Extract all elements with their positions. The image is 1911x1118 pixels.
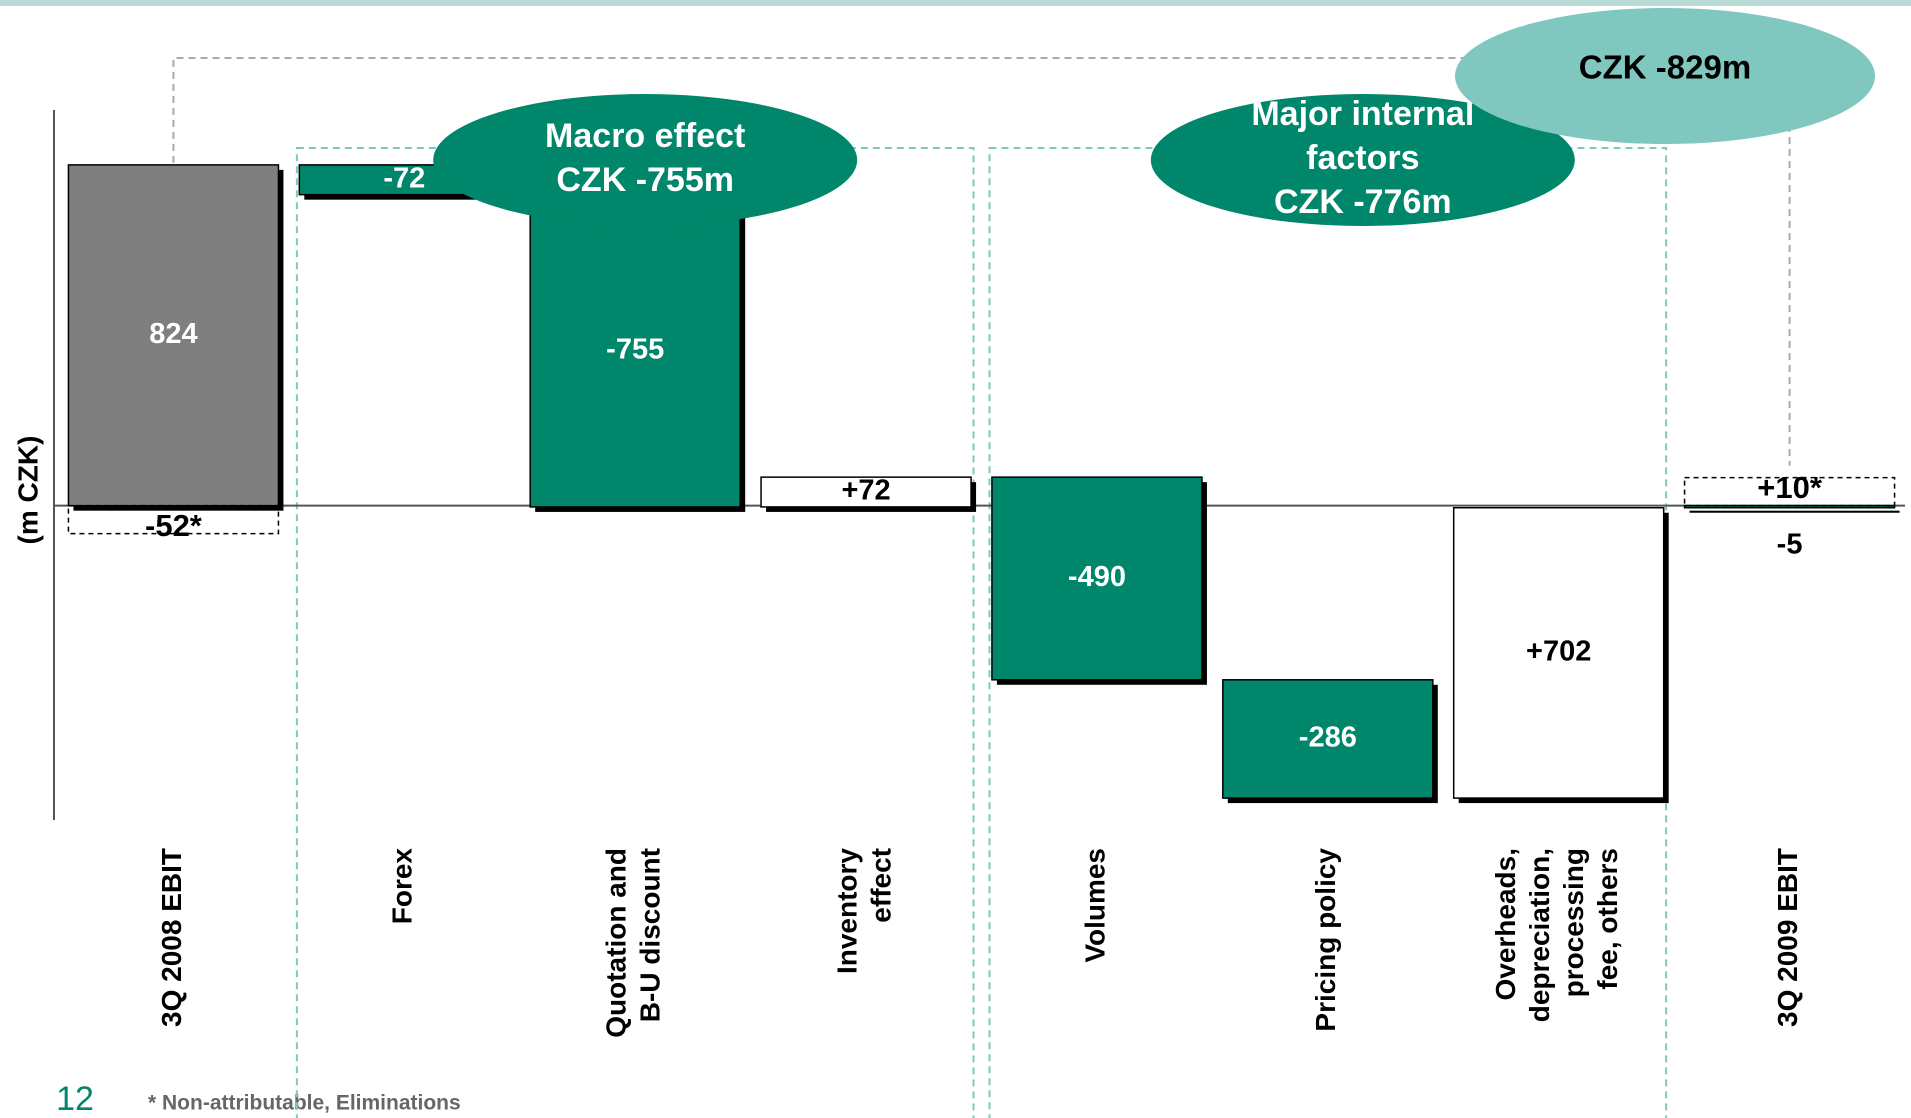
data-label: -490 [1068,561,1126,593]
total-bracket [172,57,1791,466]
group-label: factors [1306,139,1419,177]
x-tick-label: Overheads, [1490,848,1521,1001]
data-label: +72 [841,475,890,507]
y-axis-label: (m CZK) [12,436,43,545]
bar [1222,679,1434,799]
total-ellipse [1455,8,1875,144]
data-label: -5 [1777,528,1803,560]
non-attributable-label: -52* [145,508,203,543]
group-label: CZK -776m [1274,183,1452,221]
non-attributable-label: +10* [1757,470,1823,505]
x-tick-label: Forex [387,848,418,925]
data-label: 824 [149,318,197,350]
data-label: -755 [606,333,664,365]
x-tick-label: Pricing policy [1310,848,1341,1032]
x-tick-label: 3Q 2009 EBIT [1772,848,1803,1027]
bar [760,476,972,508]
x-tick-label: B-U discount [635,848,666,1022]
group-label: Major internal [1251,95,1474,133]
x-tick-label: processing [1558,848,1589,997]
bar [529,193,741,508]
header-band [0,0,1911,6]
x-tick-label: fee, others [1592,848,1623,990]
x-tick-label: depreciation, [1524,848,1555,1022]
group-label: CZK -755m [556,161,734,199]
group-ellipse [433,94,858,226]
data-label: -286 [1299,722,1357,754]
total-label: CZK -829m [1579,49,1751,86]
bar [1452,506,1665,799]
group-ellipse [1150,94,1575,226]
non-attributable-box [67,504,280,535]
footnote: * Non-attributable, Eliminations [148,1092,461,1115]
bar-shadow [1689,510,1900,513]
data-label: +702 [1526,636,1591,668]
data-label: -72 [383,162,425,194]
x-tick-label: Volumes [1079,848,1110,963]
group-label: Macro effect [545,117,745,155]
x-tick-label: effect [865,848,896,923]
x-tick-label: Inventory [831,848,862,974]
bar [67,164,280,507]
page-number: 12 [56,1080,94,1118]
non-attributable-box [1683,476,1896,507]
x-tick-label: 3Q 2008 EBIT [156,848,187,1027]
x-tick-label: Quotation and [601,848,632,1038]
bar [991,476,1203,681]
